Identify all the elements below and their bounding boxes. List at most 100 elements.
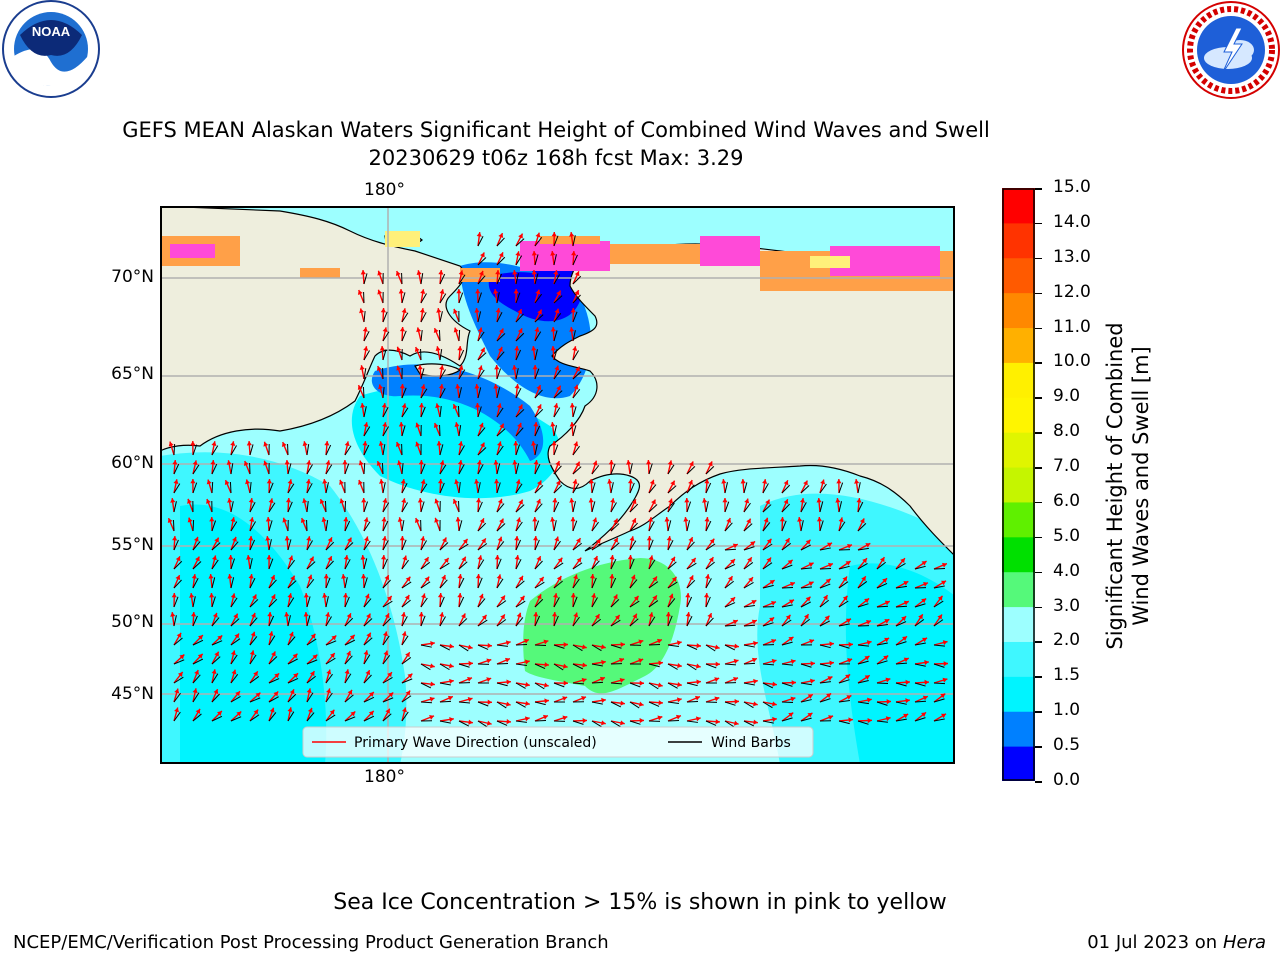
wind-barb bbox=[439, 273, 446, 285]
wave-direction-arrowhead bbox=[854, 479, 860, 484]
wind-barb bbox=[705, 501, 709, 513]
colorbar-tick-label: 6.0 bbox=[1053, 490, 1081, 511]
wind-barb bbox=[819, 599, 830, 608]
wave-direction-arrowhead bbox=[441, 575, 447, 580]
wave-direction-arrowhead bbox=[307, 707, 313, 713]
wind-barb bbox=[724, 501, 730, 513]
wave-direction-arrowhead bbox=[550, 346, 556, 351]
wind-barb bbox=[249, 676, 260, 684]
wave-direction-arrowhead bbox=[543, 682, 549, 688]
wind-barb bbox=[534, 560, 543, 570]
wind-barb bbox=[648, 663, 660, 668]
colorbar-label-line1: Significant Height of Combined bbox=[1103, 322, 1127, 650]
wave-direction-arrowhead bbox=[847, 658, 853, 663]
wind-barb bbox=[420, 273, 424, 285]
wind-barb bbox=[173, 615, 177, 627]
wave-direction-arrowhead bbox=[569, 232, 575, 237]
wind-barb bbox=[591, 644, 602, 652]
wind-barb bbox=[838, 644, 850, 649]
wind-barb bbox=[876, 720, 888, 723]
colorbar-tick-label: 4.0 bbox=[1053, 560, 1081, 581]
wave-direction-arrowhead bbox=[170, 498, 176, 503]
wind-barb bbox=[534, 701, 546, 706]
wave-direction-arrowhead bbox=[388, 692, 394, 698]
wind-barb bbox=[268, 696, 279, 703]
wind-barb bbox=[724, 563, 736, 570]
wind-barb bbox=[382, 617, 392, 627]
wave-direction-arrowhead bbox=[591, 593, 597, 598]
wind-barb bbox=[268, 712, 277, 722]
wind-barb bbox=[439, 562, 450, 570]
wave-direction-arrowhead bbox=[677, 663, 682, 669]
wind-barb bbox=[876, 642, 888, 646]
wave-direction-arrowhead bbox=[449, 678, 454, 684]
wind-barb bbox=[458, 701, 471, 704]
wave-direction-arrowhead bbox=[816, 498, 822, 503]
wind-barb bbox=[211, 559, 219, 570]
colorbar-cell bbox=[1002, 397, 1035, 433]
wind-barb bbox=[610, 720, 621, 728]
wind-barb bbox=[420, 501, 425, 513]
wind-barb bbox=[363, 654, 371, 665]
wave-direction-arrowhead bbox=[309, 671, 315, 677]
wave-direction-arrowhead bbox=[187, 517, 193, 523]
wave-direction-arrowhead bbox=[570, 308, 576, 313]
wave-direction-arrowhead bbox=[292, 653, 298, 659]
wind-barb bbox=[420, 615, 426, 627]
wind-barb bbox=[515, 600, 526, 608]
wave-direction-arrowhead bbox=[350, 711, 356, 717]
wind-barb bbox=[173, 539, 179, 551]
chart-title: GEFS MEAN Alaskan Waters Significant Hei… bbox=[122, 118, 990, 142]
colorbar-tick-label: 9.0 bbox=[1053, 386, 1081, 407]
wind-barb bbox=[496, 407, 504, 418]
wind-barb bbox=[496, 503, 505, 513]
wave-direction-arrowhead bbox=[263, 460, 269, 466]
wave-direction-arrowhead bbox=[730, 559, 735, 565]
wave-direction-arrowhead bbox=[550, 517, 556, 522]
wave-direction-arrowhead bbox=[941, 713, 947, 719]
wave-direction-arrowhead bbox=[688, 575, 694, 581]
wave-direction-arrowhead bbox=[381, 517, 387, 522]
wave-direction-arrowhead bbox=[457, 593, 463, 598]
wave-direction-arrowhead bbox=[519, 595, 525, 601]
wave-direction-arrowhead bbox=[555, 461, 561, 467]
wave-direction-arrowhead bbox=[344, 669, 350, 675]
wave-direction-arrowhead bbox=[632, 613, 637, 619]
wave-direction-arrowhead bbox=[245, 479, 251, 485]
wave-direction-arrowhead bbox=[439, 365, 445, 370]
wave-direction-arrowhead bbox=[458, 365, 464, 371]
wave-direction-arrowhead bbox=[265, 536, 271, 541]
wind-barb bbox=[762, 543, 773, 551]
wave-direction-arrowhead bbox=[457, 346, 463, 351]
wind-barb bbox=[173, 579, 182, 589]
wind-barb bbox=[572, 350, 579, 361]
wave-direction-arrowhead bbox=[359, 308, 365, 314]
wave-direction-arrowhead bbox=[343, 517, 349, 522]
wind-barb bbox=[458, 543, 469, 551]
wave-direction-arrowhead bbox=[197, 653, 203, 659]
wind-barb bbox=[515, 682, 526, 689]
wind-barb bbox=[572, 275, 582, 285]
colorbar-cell bbox=[1002, 641, 1035, 677]
wave-direction-arrowhead bbox=[563, 642, 568, 648]
wind-barb bbox=[553, 484, 563, 494]
wave-direction-arrowhead bbox=[665, 612, 671, 617]
wind-barb bbox=[306, 675, 316, 684]
wind-barb bbox=[458, 349, 465, 361]
wind-barb bbox=[420, 463, 426, 475]
wave-direction-arrowhead bbox=[458, 270, 464, 276]
wind-barb bbox=[382, 676, 393, 684]
wave-direction-arrowhead bbox=[905, 698, 910, 704]
wind-barb bbox=[515, 580, 525, 589]
wind-barb bbox=[515, 387, 522, 399]
wave-direction-arrowhead bbox=[228, 555, 234, 560]
wave-direction-arrowhead bbox=[921, 561, 927, 566]
wind-barb bbox=[933, 682, 946, 685]
wind-barb bbox=[268, 482, 274, 494]
wind-barb bbox=[686, 663, 697, 671]
wave-direction-arrowhead bbox=[809, 639, 815, 644]
wave-direction-arrowhead bbox=[376, 461, 382, 467]
wave-direction-arrowhead bbox=[493, 384, 499, 389]
wind-barb bbox=[401, 425, 406, 437]
colorbar-cell bbox=[1002, 536, 1035, 573]
